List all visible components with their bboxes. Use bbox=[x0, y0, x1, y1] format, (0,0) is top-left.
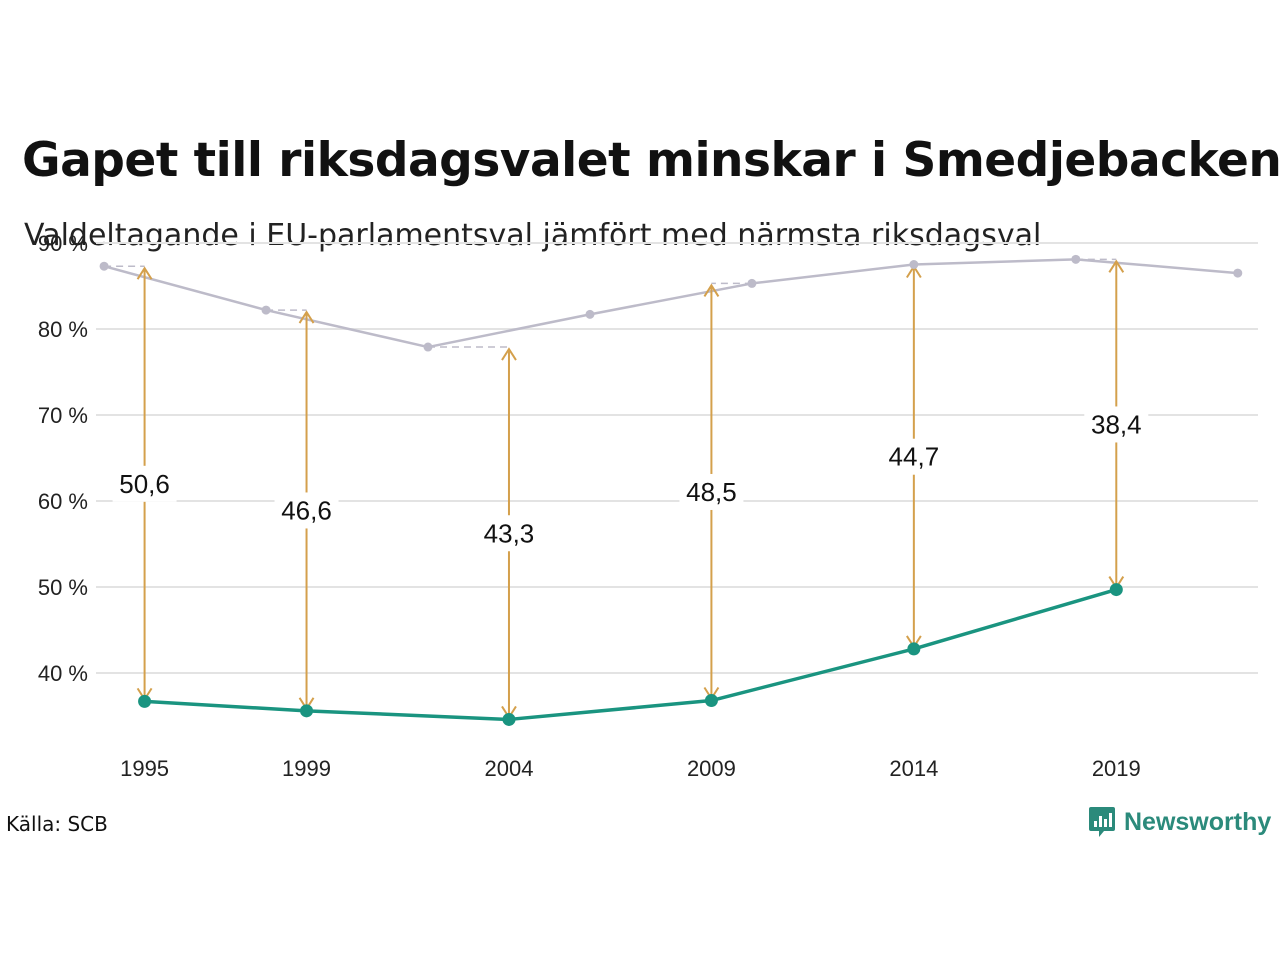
y-tick-label: 70 % bbox=[38, 403, 88, 428]
chart-title: Gapet till riksdagsvalet minskar i Smedj… bbox=[22, 133, 1280, 188]
x-tick-label: 2019 bbox=[1092, 756, 1141, 781]
riksdag-point bbox=[423, 342, 433, 352]
gap-label: 48,5 bbox=[686, 477, 737, 507]
gap-label-bg bbox=[679, 473, 744, 510]
eu-point bbox=[300, 704, 314, 718]
gap-label: 50,6 bbox=[119, 469, 170, 499]
series-points bbox=[99, 254, 1243, 726]
x-tick-label: 1999 bbox=[282, 756, 331, 781]
riksdag-point bbox=[1233, 268, 1243, 278]
gap-arrow-head-top bbox=[1108, 259, 1125, 273]
gap-label-bg bbox=[881, 438, 946, 475]
eu-point bbox=[907, 642, 921, 656]
y-axis: 40 % 50 % 60 % 70 % 80 % 90 % bbox=[38, 231, 88, 686]
gap-arrow-head-top bbox=[501, 347, 517, 361]
riksdag-point bbox=[909, 260, 919, 269]
y-tick-label: 90 % bbox=[38, 231, 88, 256]
x-tick-label: 1995 bbox=[120, 756, 169, 781]
gap-arrow-head-top bbox=[703, 283, 720, 297]
x-tick-label: 2004 bbox=[484, 756, 533, 781]
eu-point bbox=[1109, 583, 1123, 597]
gridlines bbox=[96, 242, 1258, 674]
x-tick-label: 2014 bbox=[889, 756, 938, 781]
gap-label-bg bbox=[1084, 406, 1149, 443]
series-lines bbox=[103, 258, 1238, 722]
chart-subtitle: Valdeltagande i EU-parlamentsval jämfört… bbox=[24, 218, 1042, 253]
gap-arrow-head-top bbox=[298, 310, 315, 324]
gap-label: 38,4 bbox=[1091, 409, 1142, 439]
eu-point bbox=[704, 694, 718, 708]
source-note: Källa: SCB bbox=[6, 812, 108, 836]
riksdag-point bbox=[261, 305, 271, 315]
y-tick-label: 80 % bbox=[38, 317, 88, 342]
newsworthy-logo[interactable]: Newsworthy bbox=[1088, 804, 1271, 840]
gap-label-bg bbox=[476, 515, 541, 552]
y-tick-label: 40 % bbox=[38, 661, 88, 686]
x-axis: 1995 1999 2004 2009 2014 2019 bbox=[120, 756, 1141, 781]
gap-label: 44,7 bbox=[889, 442, 940, 472]
riksdag-point bbox=[747, 278, 757, 288]
riksdag-point bbox=[99, 261, 109, 271]
brand-name: Newsworthy bbox=[1124, 807, 1272, 836]
eu-line bbox=[144, 587, 1117, 722]
gap-arrows: 50,6 46,6 43,3 48,5 44,7 38,4 bbox=[112, 259, 1149, 720]
y-tick-label: 60 % bbox=[38, 489, 88, 514]
eu-point bbox=[502, 712, 516, 726]
reference-dashes bbox=[104, 258, 1117, 348]
y-tick-label: 50 % bbox=[38, 575, 88, 600]
riksdag-point bbox=[1071, 254, 1081, 264]
riksdag-point bbox=[585, 309, 595, 319]
gap-label: 46,6 bbox=[281, 495, 332, 525]
newsworthy-icon bbox=[1089, 807, 1115, 837]
riksdag-line bbox=[103, 258, 1238, 349]
eu-point bbox=[138, 694, 152, 708]
x-tick-label: 2009 bbox=[687, 756, 736, 781]
gap-label: 43,3 bbox=[484, 518, 535, 548]
gap-arrow-head-top bbox=[136, 266, 153, 280]
gap-label-bg bbox=[274, 492, 339, 529]
gap-label-bg bbox=[112, 465, 177, 502]
